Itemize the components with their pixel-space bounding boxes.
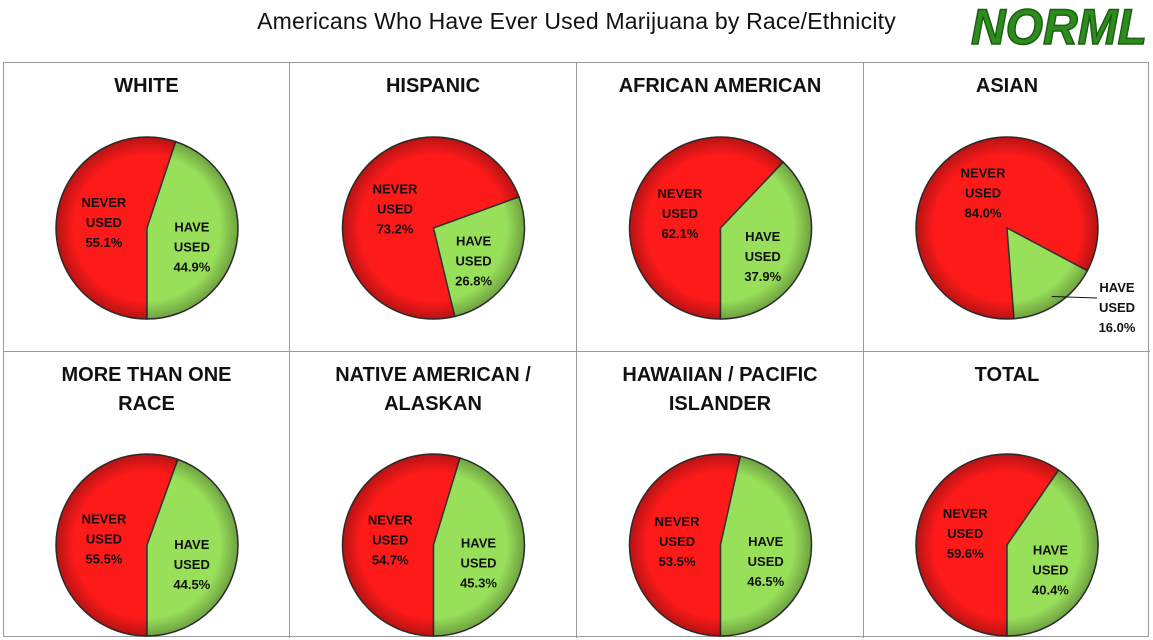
label-have-used-line1: HAVE <box>461 536 496 551</box>
pie-bevel <box>342 137 525 319</box>
pie-title: HISPANIC <box>385 75 481 97</box>
pie-panel: HAWAIIAN / PACIFIC ISLANDER NEVER USED 53.5%… <box>577 352 864 638</box>
label-never-used-line1: NEVER <box>655 514 700 529</box>
pie-panel: AFRICAN AMERICAN NEVER USED 62.1% HAVE USED 37… <box>577 63 864 352</box>
pie-chart: NEVER USED 73.2% HAVE USED 26.8% <box>341 136 526 320</box>
label-have-used-line2: USED <box>174 557 210 572</box>
label-never-used-value: 55.5% <box>86 551 123 566</box>
label-have-used-line1: HAVE <box>1099 280 1134 295</box>
label-have-used-line1: HAVE <box>1033 543 1068 558</box>
pie-chart: NEVER USED 55.5% HAVE USED 44.5% <box>55 453 239 637</box>
label-have-used-value: 44.5% <box>173 577 210 592</box>
label-never-used-value: 53.5% <box>659 554 696 569</box>
label-have-used-line2: USED <box>745 249 781 264</box>
pie-bevel <box>629 137 812 319</box>
pie-title-line: ISLANDER <box>668 393 772 415</box>
label-never-used-line1: NEVER <box>961 165 1006 180</box>
label-have-used-value: 37.9% <box>744 269 781 284</box>
label-never-used-line1: NEVER <box>368 513 413 528</box>
label-never-used-line2: USED <box>86 531 122 546</box>
pie-bevel <box>56 137 238 319</box>
label-have-used-value: 26.8% <box>455 274 492 289</box>
label-never-used-line1: NEVER <box>81 195 126 210</box>
pie-chart: NEVER USED 54.7% HAVE USED 45.3% <box>341 453 526 637</box>
label-never-used-value: 59.6% <box>947 546 984 561</box>
label-have-used-line1: HAVE <box>456 234 491 249</box>
pie-bevel <box>56 454 238 636</box>
label-never-used-value: 55.1% <box>85 235 122 250</box>
label-have-used-line1: HAVE <box>174 219 209 234</box>
label-never-used-line1: NEVER <box>658 186 703 201</box>
label-have-used-line2: USED <box>748 554 784 569</box>
label-have-used-value: 44.9% <box>173 259 210 274</box>
pie-panel: TOTAL NEVER USED 59.6% HAVE USED 40.4% <box>864 352 1150 638</box>
label-have-used-value: 46.5% <box>747 574 784 589</box>
label-never-used-line2: USED <box>659 534 695 549</box>
pie-chart: NEVER USED 53.5% HAVE USED 46.5% <box>628 453 813 637</box>
label-have-used-line1: HAVE <box>174 537 209 552</box>
pie-title: NATIVE AMERICAN / ALASKAN <box>290 361 576 419</box>
pie-panel: ASIAN NEVER USED 84.0% HAVE USED 16.0% <box>864 63 1150 352</box>
pie-title-line: RACE <box>118 393 175 415</box>
label-never-used-line1: NEVER <box>373 181 418 196</box>
pie-panel: WHITE NEVER USED 55.1% HAVE USED 44.9% <box>4 63 290 352</box>
pie-title: HAWAIIAN / PACIFIC ISLANDER <box>577 361 863 419</box>
label-never-used-value: 73.2% <box>377 221 414 236</box>
norml-logo: NORML <box>970 0 1148 50</box>
pie-title-line: MORE THAN ONE <box>61 364 232 386</box>
label-never-used-line2: USED <box>377 201 413 216</box>
label-have-used-value: 40.4% <box>1032 583 1069 598</box>
pie-title: AFRICAN AMERICAN <box>618 75 822 97</box>
pie-bevel <box>629 454 812 636</box>
label-have-used-line2: USED <box>1099 300 1135 315</box>
pie-bevel <box>916 137 1098 319</box>
pie-title: MORE THAN ONE RACE <box>4 361 289 419</box>
pie-title: TOTAL <box>974 364 1040 386</box>
label-have-used-value: 45.3% <box>460 576 497 591</box>
pie-bevel <box>916 454 1098 636</box>
label-have-used-value: 16.0% <box>1099 320 1136 335</box>
pie-bevel <box>342 454 525 636</box>
pie-title-line: NATIVE AMERICAN / <box>335 364 531 386</box>
pie-panel: HISPANIC NEVER USED 73.2% HAVE USED 26.8% <box>290 63 577 352</box>
label-never-used-line1: NEVER <box>82 511 127 526</box>
pie-chart: NEVER USED 62.1% HAVE USED 37.9% <box>628 136 813 320</box>
pie-panel: NATIVE AMERICAN / ALASKAN NEVER USED 54.7% HA… <box>290 352 577 638</box>
label-have-used-line2: USED <box>460 556 496 571</box>
label-never-used-line1: NEVER <box>943 506 988 521</box>
pie-chart: NEVER USED 59.6% HAVE USED 40.4% <box>915 453 1099 637</box>
label-have-used-line1: HAVE <box>745 229 780 244</box>
pie-title-line: HAWAIIAN / PACIFIC <box>622 364 818 386</box>
label-never-used-line2: USED <box>662 206 698 221</box>
logo-text: NORML <box>971 0 1147 50</box>
label-have-used-line2: USED <box>174 239 210 254</box>
pie-title-line: ALASKAN <box>384 393 482 415</box>
pie-panel: MORE THAN ONE RACE NEVER USED 55.5% HAVE USED 4… <box>4 352 290 638</box>
pie-chart: NEVER USED 55.1% HAVE USED 44.9% <box>55 136 239 320</box>
leader-line <box>1051 296 1098 299</box>
label-have-used-line2: USED <box>456 254 492 269</box>
chart-grid: WHITE NEVER USED 55.1% HAVE USED 44.9% HISPANIC… <box>3 62 1150 638</box>
pie-title: WHITE <box>114 75 179 97</box>
pie-title: ASIAN <box>975 75 1039 97</box>
label-never-used-line2: USED <box>86 215 122 230</box>
label-never-used-value: 62.1% <box>662 226 699 241</box>
label-never-used-value: 54.7% <box>372 553 409 568</box>
label-have-used-line2: USED <box>1032 563 1068 578</box>
label-never-used-line2: USED <box>965 185 1001 200</box>
label-never-used-line2: USED <box>947 526 983 541</box>
page-title: Americans Who Have Ever Used Marijuana b… <box>257 8 896 34</box>
pie-chart: NEVER USED 84.0% HAVE USED 16.0% <box>915 136 1136 335</box>
label-have-used-line1: HAVE <box>748 534 783 549</box>
label-never-used-line2: USED <box>372 533 408 548</box>
label-never-used-value: 84.0% <box>965 205 1002 220</box>
